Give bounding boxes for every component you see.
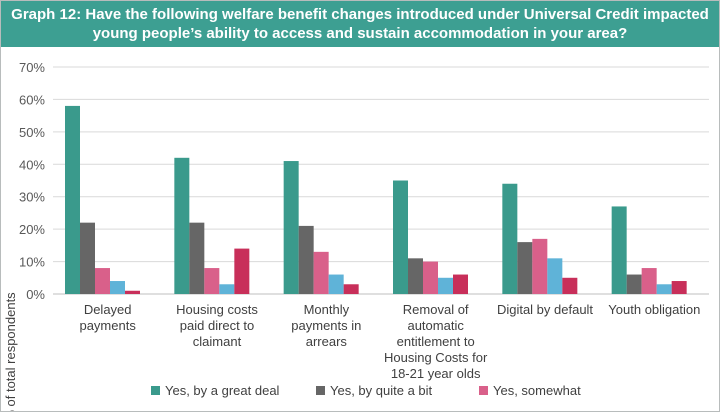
bar — [204, 268, 220, 294]
bar — [408, 258, 423, 294]
bar — [438, 277, 453, 294]
bar — [517, 242, 533, 294]
bar — [626, 274, 642, 294]
x-tick-label: Monthly — [304, 302, 350, 317]
y-tick-label: 60% — [19, 92, 45, 107]
bar — [189, 222, 205, 294]
legend-swatch — [151, 386, 160, 395]
y-tick-label: 0% — [26, 287, 45, 302]
x-tick-label: 18-21 year olds — [391, 366, 481, 381]
bar — [234, 248, 250, 294]
y-axis-label: % of total respondents — [3, 292, 18, 411]
bar — [671, 281, 687, 294]
bar — [393, 180, 408, 294]
bar — [219, 284, 235, 294]
legend-label: Yes, somewhat — [493, 383, 581, 398]
x-tick-label: payments — [79, 318, 136, 333]
chart-title-line-1: Graph 12: Have the following welfare ben… — [11, 6, 709, 23]
y-tick-label: 70% — [19, 60, 45, 75]
y-tick-label: 40% — [19, 157, 45, 172]
x-tick-label: Delayed — [84, 302, 132, 317]
bar — [502, 183, 518, 294]
x-tick-label: Youth obligation — [608, 302, 700, 317]
x-tick-label: Removal of — [403, 302, 469, 317]
x-tick-label: Digital by default — [497, 302, 593, 317]
bar — [562, 277, 578, 294]
bar — [611, 206, 627, 294]
bar — [641, 268, 657, 294]
x-tick-label: entitlement to — [397, 334, 475, 349]
x-tick-label: paid direct to — [180, 318, 254, 333]
chart-title-line-2: young people’s ability to access and sus… — [92, 25, 628, 42]
bar — [423, 261, 438, 294]
x-tick-label: claimant — [193, 334, 242, 349]
y-tick-label: 10% — [19, 255, 45, 270]
bar — [174, 157, 190, 294]
bar — [328, 274, 344, 294]
legend-swatch — [316, 386, 325, 395]
legend-swatch — [479, 386, 488, 395]
bar — [343, 284, 359, 294]
chart-header: Graph 12: Have the following welfare ben… — [1, 1, 719, 47]
y-tick-label: 20% — [19, 222, 45, 237]
y-tick-label: 30% — [19, 190, 45, 205]
bar — [656, 284, 672, 294]
y-tick-label: 50% — [19, 125, 45, 140]
legend-label: Yes, by quite a bit — [330, 383, 433, 398]
legend-label: Yes, by a great deal — [165, 383, 280, 398]
x-tick-label: automatic — [407, 318, 464, 333]
bar — [298, 225, 314, 294]
x-tick-label: payments in — [291, 318, 361, 333]
bar — [453, 274, 468, 294]
x-tick-label: Housing costs — [176, 302, 258, 317]
x-tick-label: Housing Costs for — [384, 350, 488, 365]
bar — [110, 281, 125, 294]
bar — [313, 251, 329, 294]
bar — [532, 238, 548, 294]
bar-chart: 0% 10% 20% 30% 40% 50% 60% 70% % of total respon… — [3, 60, 709, 411]
x-tick-label: arrears — [306, 334, 348, 349]
bar — [65, 105, 80, 294]
bar — [283, 161, 299, 294]
bar — [80, 222, 95, 294]
bar — [125, 290, 140, 294]
bar — [547, 258, 563, 294]
bar — [95, 268, 110, 294]
